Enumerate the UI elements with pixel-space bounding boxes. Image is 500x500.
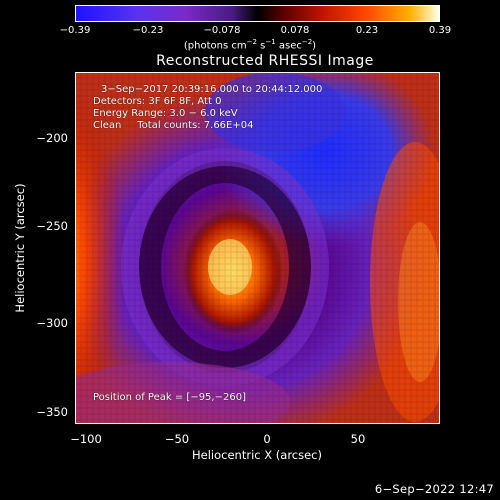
colorbar-tick: 0.39 bbox=[428, 25, 452, 36]
colorbar-units-text: asec bbox=[275, 40, 302, 52]
colorbar-units-text: s bbox=[256, 40, 266, 52]
time-range-label: 3−Sep−2017 20:39:16.000 to 20:44:12.000 bbox=[101, 84, 323, 95]
method-counts-label: Clean Total counts: 7.66E+04 bbox=[93, 120, 254, 131]
energy-range-label: Energy Range: 3.0 − 6.0 keV bbox=[93, 108, 238, 119]
rhessi-image bbox=[75, 72, 440, 424]
y-tick-label: −200 bbox=[36, 131, 68, 145]
detectors-label: Detectors: 3F 6F 8F, Att 0 bbox=[93, 96, 222, 107]
y-axis-title: Heliocentric Y (arcsec) bbox=[13, 183, 27, 313]
x-tick-label: −50 bbox=[164, 432, 190, 446]
x-tick-label: 50 bbox=[350, 432, 366, 446]
colorbar-tick: −0.23 bbox=[132, 25, 164, 36]
colorbar-units: (photons cm−2 s−1 asec−2) bbox=[0, 38, 500, 51]
y-tick-label: −300 bbox=[36, 316, 68, 330]
image-plot: 3−Sep−2017 20:39:16.000 to 20:44:12.000 … bbox=[75, 72, 440, 424]
colorbar-units-exp: −1 bbox=[265, 38, 276, 46]
x-axis-title: Heliocentric X (arcsec) bbox=[192, 448, 322, 462]
colorbar-units-text: (photons cm bbox=[183, 40, 247, 52]
colorbar-tick: −0.39 bbox=[59, 25, 91, 36]
plot-title: Reconstructed RHESSI Image bbox=[156, 53, 374, 69]
x-tick-label: 0 bbox=[263, 432, 271, 446]
colorbar-tick: −0.078 bbox=[203, 25, 241, 36]
colorbar-units-exp: −2 bbox=[246, 38, 257, 46]
y-tick-label: −250 bbox=[36, 219, 68, 233]
colorbar-tick: 0.078 bbox=[280, 25, 310, 36]
colorbar-tick: 0.23 bbox=[355, 25, 379, 36]
y-tick-label: −350 bbox=[36, 405, 68, 419]
generation-timestamp: 6−Sep−2022 12:47 bbox=[374, 482, 494, 496]
colorbar bbox=[75, 5, 440, 22]
colorbar-units-text: ) bbox=[312, 40, 317, 52]
plot-frame bbox=[75, 72, 440, 424]
colorbar-units-exp: −2 bbox=[301, 38, 313, 46]
peak-position-label: Position of Peak = [−95,−260] bbox=[93, 392, 246, 403]
x-tick-label: −100 bbox=[70, 432, 102, 446]
